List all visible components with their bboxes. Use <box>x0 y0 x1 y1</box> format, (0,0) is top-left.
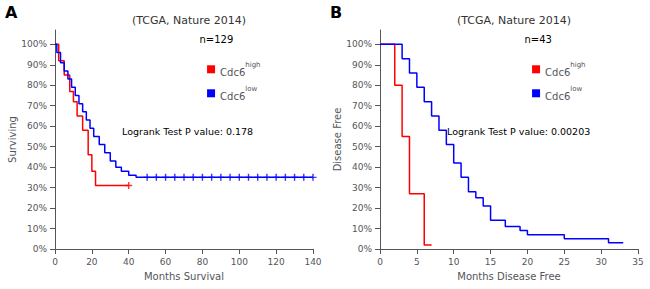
svg-text:high: high <box>570 61 585 69</box>
svg-text:Surviving: Surviving <box>7 116 18 163</box>
svg-text:140: 140 <box>304 257 321 267</box>
svg-text:15: 15 <box>485 257 496 267</box>
svg-text:20%: 20% <box>352 203 372 213</box>
svg-text:(TCGA, Nature 2014): (TCGA, Nature 2014) <box>132 14 246 27</box>
svg-text:100%: 100% <box>21 39 47 49</box>
svg-text:5: 5 <box>414 257 420 267</box>
svg-text:30: 30 <box>595 257 607 267</box>
svg-text:Logrank Test P value: 0.00203: Logrank Test P value: 0.00203 <box>447 126 590 137</box>
svg-text:10%: 10% <box>352 224 372 234</box>
svg-text:Logrank Test P value: 0.178: Logrank Test P value: 0.178 <box>122 126 253 137</box>
svg-text:25: 25 <box>559 257 570 267</box>
svg-text:30%: 30% <box>352 183 372 193</box>
svg-text:10%: 10% <box>27 224 47 234</box>
svg-text:70%: 70% <box>27 101 47 111</box>
svg-text:Cdc6: Cdc6 <box>545 67 570 78</box>
svg-text:Disease Free: Disease Free <box>332 108 343 172</box>
svg-text:A: A <box>5 3 18 22</box>
svg-text:50%: 50% <box>27 142 47 152</box>
svg-text:60%: 60% <box>27 121 47 131</box>
svg-text:40%: 40% <box>27 162 47 172</box>
svg-text:60: 60 <box>160 257 172 267</box>
svg-text:0%: 0% <box>358 244 373 254</box>
svg-text:20: 20 <box>86 257 98 267</box>
svg-text:120: 120 <box>268 257 285 267</box>
svg-text:10: 10 <box>448 257 460 267</box>
svg-text:80%: 80% <box>27 80 47 90</box>
svg-text:0%: 0% <box>33 244 48 254</box>
svg-text:n=43: n=43 <box>524 34 551 45</box>
svg-text:40%: 40% <box>352 162 372 172</box>
svg-text:high: high <box>245 61 260 69</box>
svg-text:low: low <box>245 85 257 93</box>
svg-text:Cdc6: Cdc6 <box>220 91 245 102</box>
svg-text:90%: 90% <box>352 60 372 70</box>
svg-text:70%: 70% <box>352 101 372 111</box>
svg-text:20%: 20% <box>27 203 47 213</box>
svg-text:B: B <box>330 3 342 22</box>
svg-text:0: 0 <box>377 257 383 267</box>
svg-text:100: 100 <box>231 257 248 267</box>
svg-text:40: 40 <box>123 257 135 267</box>
svg-text:(TCGA, Nature 2014): (TCGA, Nature 2014) <box>457 14 571 27</box>
svg-text:100%: 100% <box>346 39 372 49</box>
svg-text:80%: 80% <box>352 80 372 90</box>
svg-text:low: low <box>570 85 582 93</box>
svg-text:20: 20 <box>522 257 534 267</box>
svg-text:50%: 50% <box>352 142 372 152</box>
svg-text:80: 80 <box>197 257 209 267</box>
svg-text:Months Disease Free: Months Disease Free <box>457 271 560 282</box>
svg-text:n=129: n=129 <box>199 34 233 45</box>
svg-text:Cdc6: Cdc6 <box>220 67 245 78</box>
svg-text:90%: 90% <box>27 60 47 70</box>
svg-text:60%: 60% <box>352 121 372 131</box>
svg-text:Months Survival: Months Survival <box>144 271 224 282</box>
svg-text:30%: 30% <box>27 183 47 193</box>
svg-text:35: 35 <box>632 257 643 267</box>
svg-text:Cdc6: Cdc6 <box>545 91 570 102</box>
svg-text:0: 0 <box>52 257 58 267</box>
